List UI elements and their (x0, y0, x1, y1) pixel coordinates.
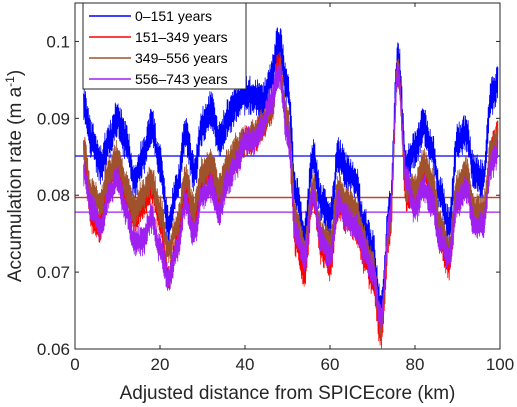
legend-box (82, 2, 247, 90)
legend-label-1: 151–349 years (135, 29, 228, 45)
legend-items: 0–151 years 151–349 years 349–556 years 556… (89, 8, 228, 87)
series-line-3 (83, 57, 499, 330)
y-tick-label: 0.08 (37, 186, 70, 205)
x-tick-label: 40 (236, 355, 255, 374)
x-tick-label: 0 (70, 355, 79, 374)
legend-label-3: 556–743 years (135, 71, 228, 87)
plot-frame (74, 2, 501, 350)
x-tick-label: 100 (486, 355, 514, 374)
legend-label-2: 349–556 years (135, 50, 228, 66)
y-tick-label: 0.06 (37, 340, 70, 359)
legend: 0–151 years 151–349 years 349–556 years 556… (82, 2, 247, 90)
series-layer (83, 27, 499, 349)
x-tick-label: 60 (321, 355, 340, 374)
plot-area (75, 27, 500, 349)
series-line-2 (83, 58, 499, 343)
y-axis-title: Accumulation rate (m a-1) (3, 70, 26, 282)
y-axis-title-main: Accumulation rate (m a (5, 86, 26, 282)
legend-label-0: 0–151 years (135, 8, 212, 24)
x-tick-label: 80 (406, 355, 425, 374)
x-axis-title: Adjusted distance from SPICEcore (km) (120, 383, 456, 404)
y-axis-title-superscript: -1 (3, 76, 17, 87)
y-tick-label: 0.07 (37, 263, 70, 282)
y-axis-title-close: ) (5, 70, 26, 76)
y-tick-label: 0.1 (46, 32, 70, 51)
series-line-0 (83, 27, 499, 327)
y-tick-label: 0.09 (37, 109, 70, 128)
ticks-layer: 0 20 40 60 80 100 0.06 0.07 0.08 0.09 0.1 (37, 3, 514, 374)
x-tick-label: 20 (151, 355, 170, 374)
